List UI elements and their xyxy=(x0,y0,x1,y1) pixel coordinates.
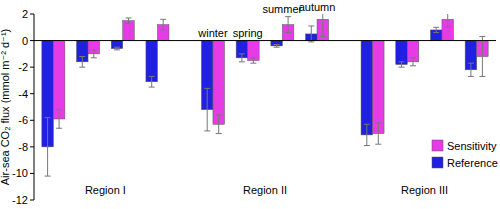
y-tick-label: -4 xyxy=(18,88,28,100)
error-bar xyxy=(274,45,280,48)
y-tick-label: -10 xyxy=(12,167,28,179)
y-tick-label: 0 xyxy=(22,35,28,47)
category-label: autumn xyxy=(299,1,336,13)
legend: Sensitivity Reference xyxy=(432,140,498,169)
error-bar xyxy=(56,110,62,129)
y-tick xyxy=(30,67,34,68)
y-axis-label: Air-sea CO₂ flux (mmol m⁻² d⁻¹) xyxy=(0,29,11,185)
legend-swatch xyxy=(432,157,443,168)
y-tick-label: -6 xyxy=(18,114,28,126)
y-tick-label: -12 xyxy=(12,194,28,206)
legend-label: Reference xyxy=(447,157,498,169)
plot-area xyxy=(42,14,488,176)
category-label: spring xyxy=(233,27,263,39)
error-bar xyxy=(399,62,405,67)
region-label: Region II xyxy=(243,184,287,196)
x-axis xyxy=(34,40,496,41)
error-bar xyxy=(445,14,451,27)
bar xyxy=(361,41,373,135)
error-bar xyxy=(204,88,210,131)
bar xyxy=(146,41,158,82)
error-bar xyxy=(160,19,166,30)
y-tick xyxy=(30,93,34,94)
error-bar xyxy=(45,118,51,176)
legend-label: Sensitivity xyxy=(447,140,497,152)
error-bar xyxy=(91,50,97,58)
y-tick-label: -2 xyxy=(18,61,28,73)
error-bar xyxy=(239,54,245,62)
y-tick xyxy=(30,14,34,15)
error-bar xyxy=(433,27,439,32)
error-bar xyxy=(149,76,155,87)
chart: -12 -10 -8 -6 -4 -2 0 2 Air-sea CO₂ flux (mmol m… xyxy=(0,0,500,209)
y-tick-label: 2 xyxy=(22,8,28,20)
category-label: summer xyxy=(262,3,302,15)
error-bar xyxy=(285,17,291,33)
error-bar xyxy=(250,58,256,63)
error-bar xyxy=(216,115,222,134)
y-tick xyxy=(30,200,34,201)
error-bar xyxy=(479,37,485,77)
category-label: winter xyxy=(197,27,228,39)
chart-container: -12 -10 -8 -6 -4 -2 0 2 Air-sea CO₂ flux (mmol m… xyxy=(0,0,500,209)
bar xyxy=(396,41,408,65)
error-bar xyxy=(375,123,381,144)
error-bar xyxy=(364,124,370,145)
error-bar xyxy=(320,14,326,37)
error-bar xyxy=(79,57,85,68)
y-tick xyxy=(30,40,34,41)
error-bar xyxy=(308,26,314,42)
region-label: Region III xyxy=(401,184,448,196)
y-tick xyxy=(30,120,34,121)
y-axis xyxy=(34,14,35,200)
bar xyxy=(373,41,385,134)
y-tick xyxy=(30,146,34,147)
error-bar xyxy=(125,18,131,23)
bar xyxy=(53,41,64,119)
error-bar xyxy=(410,58,416,66)
y-tick-label: -8 xyxy=(18,141,28,153)
error-bar xyxy=(468,63,474,76)
bar xyxy=(213,41,225,125)
region-label: Region I xyxy=(85,184,126,196)
y-tick xyxy=(30,173,34,174)
legend-swatch xyxy=(432,140,443,151)
error-bar xyxy=(114,47,120,50)
